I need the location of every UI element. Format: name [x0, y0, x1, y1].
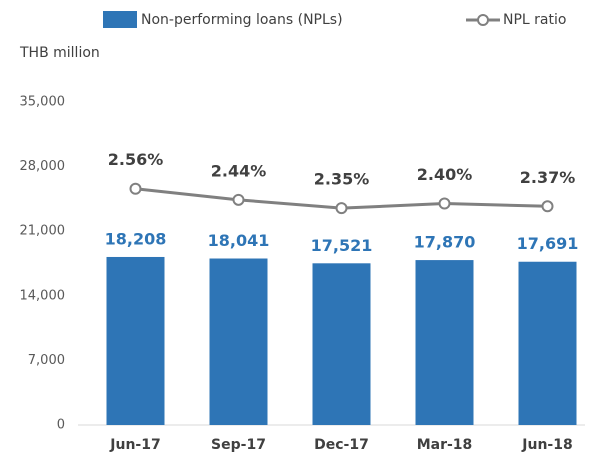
ratio-value-label: 2.35% — [314, 170, 370, 189]
bar — [518, 261, 577, 425]
legend-label: NPL ratio — [503, 12, 566, 28]
ratio-marker — [438, 197, 451, 210]
bar — [415, 260, 474, 425]
y-tick-label: 35,000 — [20, 95, 66, 110]
ratio-value-label: 2.44% — [211, 161, 267, 180]
legend-swatch — [103, 11, 137, 28]
y-tick-label: 28,000 — [20, 159, 66, 174]
x-tick-label: Dec-17 — [314, 437, 369, 453]
y-tick-label: 21,000 — [20, 224, 66, 239]
ratio-value-label: 2.37% — [520, 168, 576, 187]
bar — [106, 256, 165, 425]
ratio-value-label: 2.56% — [108, 150, 164, 169]
legend-marker — [477, 14, 489, 26]
bar — [209, 258, 268, 425]
ratio-marker — [541, 200, 554, 213]
bar-value-label: 17,521 — [311, 236, 373, 255]
legend-label: Non-performing loans (NPLs) — [141, 12, 343, 28]
bar-value-label: 17,870 — [414, 233, 476, 252]
bar-value-label: 18,041 — [208, 231, 270, 250]
ratio-marker — [232, 193, 245, 206]
x-tick-label: Jun-18 — [521, 437, 572, 453]
ratio-marker — [335, 202, 348, 215]
x-tick-label: Sep-17 — [211, 437, 266, 453]
bar — [312, 263, 371, 425]
y-tick-label: 7,000 — [28, 353, 65, 368]
x-tick-label: Mar-18 — [417, 437, 473, 453]
x-tick-label: Jun-17 — [109, 437, 160, 453]
bar-value-label: 17,691 — [517, 234, 579, 253]
y-tick-label: 14,000 — [20, 288, 66, 303]
bar-value-label: 18,208 — [105, 229, 167, 248]
ratio-marker — [129, 182, 142, 195]
y-tick-label: 0 — [57, 418, 65, 433]
axis-label: THB million — [19, 45, 100, 61]
ratio-value-label: 2.40% — [417, 165, 473, 184]
